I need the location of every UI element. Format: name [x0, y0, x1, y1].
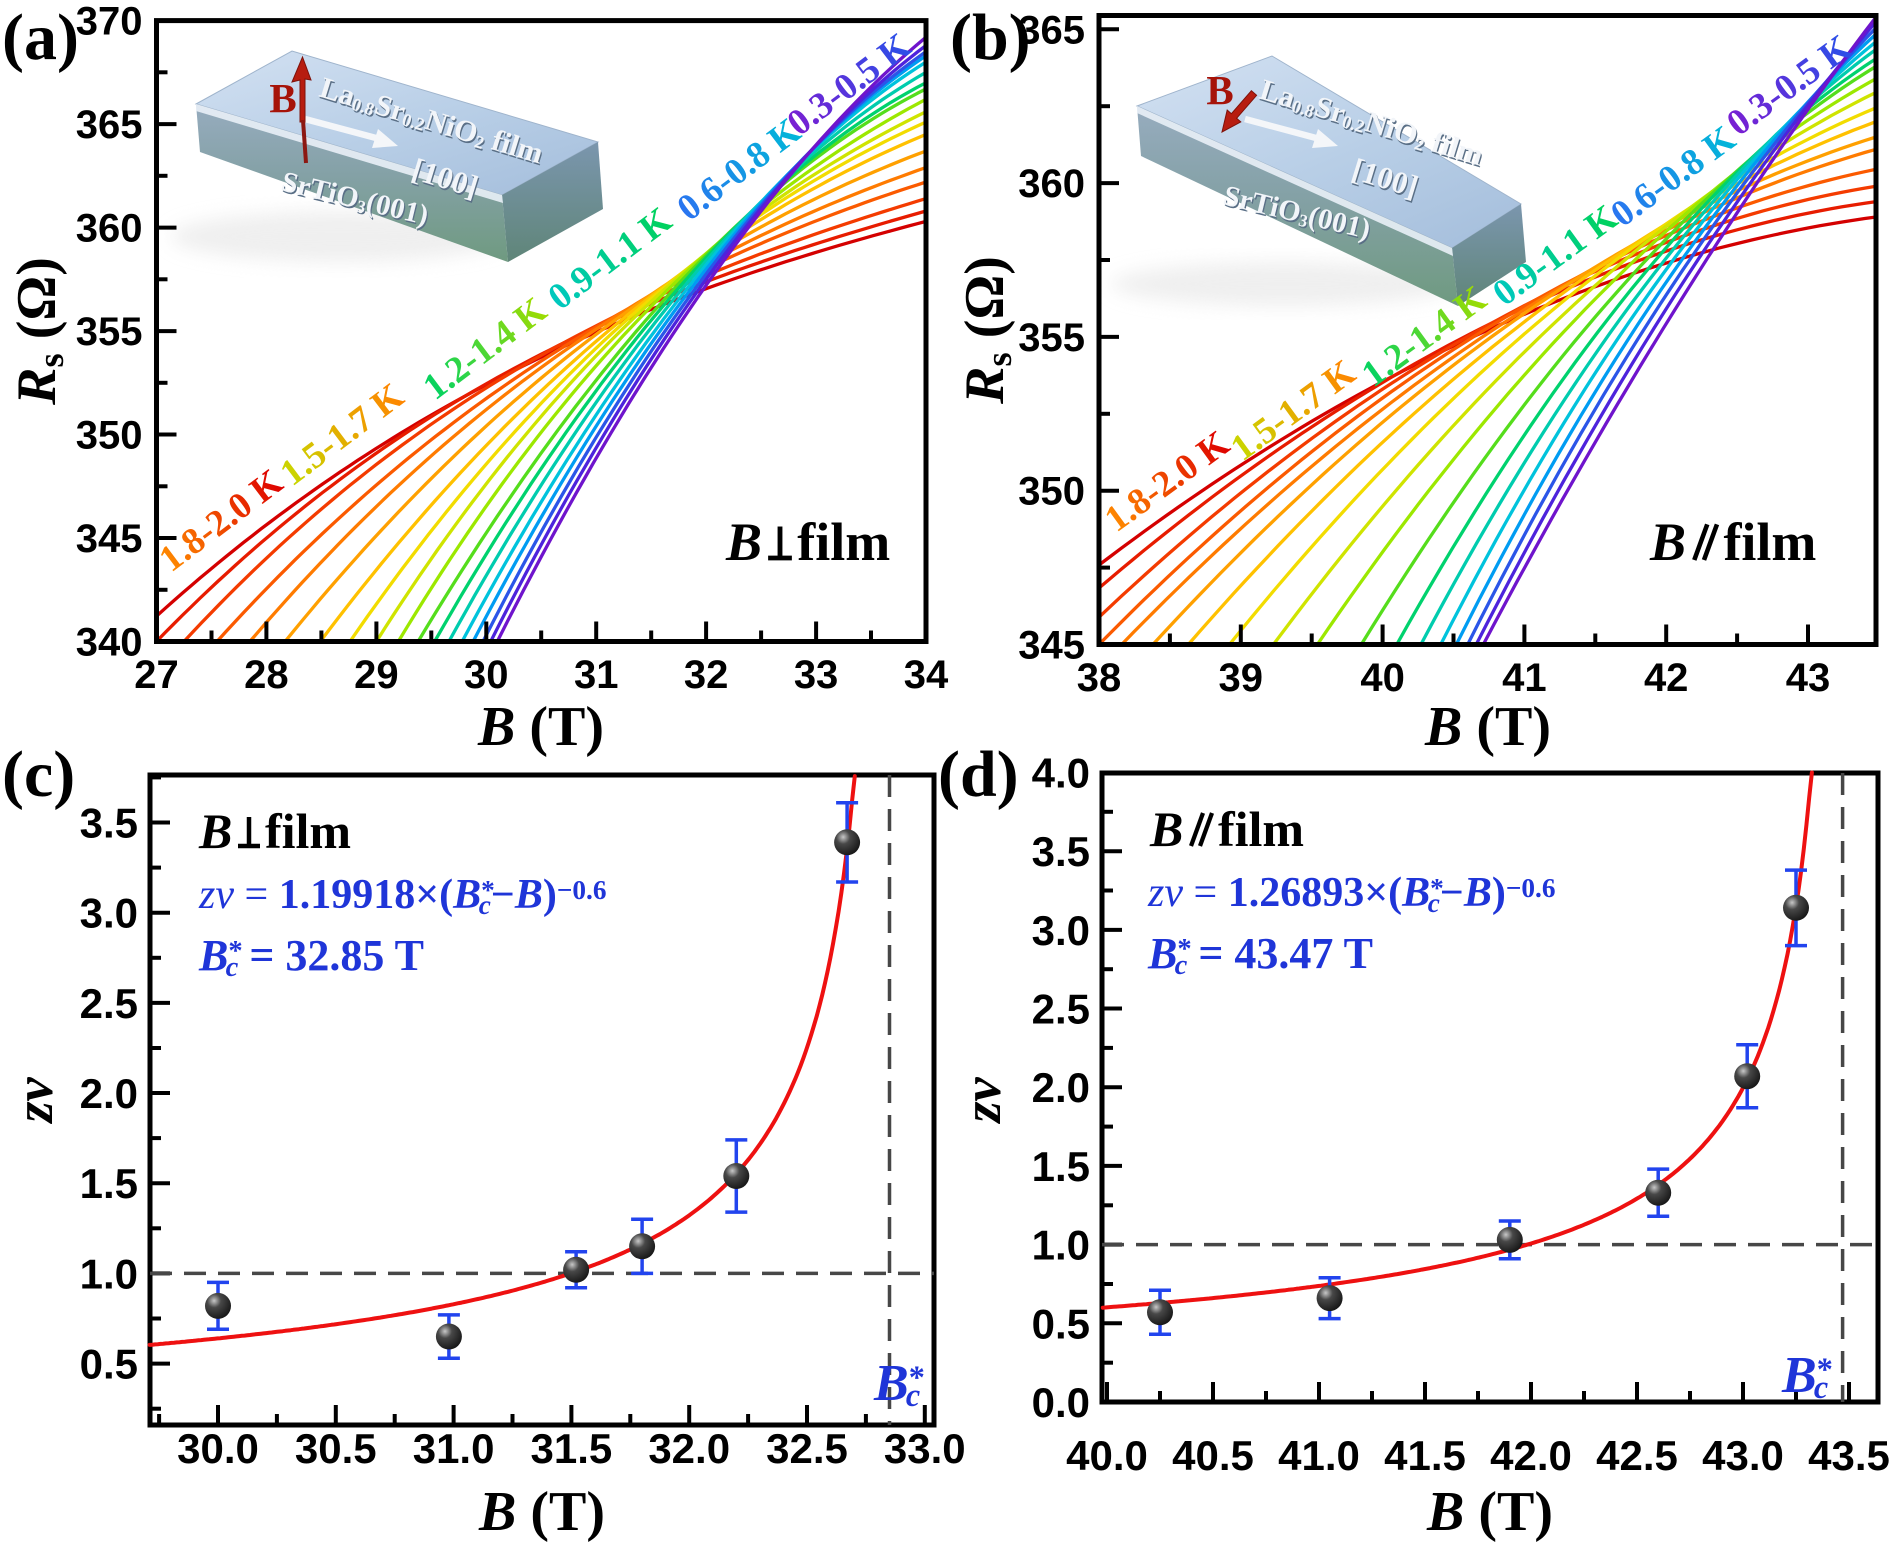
- svg-text:30: 30: [464, 653, 509, 697]
- svg-text:B*c: B* c: [1781, 1347, 1833, 1405]
- svg-text:34: 34: [904, 653, 949, 697]
- svg-text:41.0: 41.0: [1278, 1432, 1360, 1479]
- svg-text:4.0: 4.0: [1032, 749, 1090, 796]
- svg-text:zν: zν: [952, 1076, 1012, 1124]
- svg-text:1.0: 1.0: [80, 1250, 138, 1297]
- svg-text:360: 360: [1018, 162, 1085, 206]
- svg-text:1.0: 1.0: [1032, 1222, 1090, 1269]
- svg-text:345: 345: [1018, 624, 1085, 668]
- svg-text:Rs (Ω): Rs (Ω): [6, 257, 71, 406]
- svg-text:B: B: [1206, 67, 1233, 113]
- svg-text:31.0: 31.0: [413, 1425, 495, 1472]
- svg-text:3.0: 3.0: [80, 890, 138, 937]
- svg-text:32: 32: [684, 653, 729, 697]
- svg-text:29: 29: [354, 653, 399, 697]
- svg-text:39: 39: [1219, 656, 1264, 700]
- svg-text:32.0: 32.0: [648, 1425, 730, 1472]
- svg-text:1.5: 1.5: [1032, 1143, 1090, 1190]
- svg-text:32.5: 32.5: [766, 1425, 848, 1472]
- svg-text:3.5: 3.5: [80, 800, 138, 847]
- svg-text:365: 365: [76, 103, 143, 147]
- svg-text:2.0: 2.0: [80, 1070, 138, 1117]
- svg-text:3.0: 3.0: [1032, 907, 1090, 954]
- svg-text:zν: zν: [4, 1076, 64, 1124]
- svg-text:2.5: 2.5: [80, 980, 138, 1027]
- svg-text:345: 345: [76, 517, 143, 561]
- svg-text:2.0: 2.0: [1032, 1064, 1090, 1111]
- svg-text:(d): (d): [938, 738, 1019, 811]
- svg-text:30.5: 30.5: [295, 1425, 377, 1472]
- svg-text:355: 355: [1018, 316, 1085, 360]
- svg-text:40.5: 40.5: [1172, 1432, 1254, 1479]
- svg-text:30.0: 30.0: [177, 1425, 259, 1472]
- svg-text:film: film: [797, 512, 890, 572]
- svg-text:1.5: 1.5: [80, 1160, 138, 1207]
- svg-text:33: 33: [794, 653, 839, 697]
- svg-text:B*c = 43.47 T: B* c = 43.47 T: [1147, 929, 1373, 981]
- svg-text:43.0: 43.0: [1702, 1432, 1784, 1479]
- svg-text:31: 31: [574, 653, 619, 697]
- svg-text:B: B: [198, 803, 232, 859]
- svg-text:340: 340: [76, 621, 143, 665]
- svg-text:B (T): B (T): [1426, 1481, 1553, 1543]
- svg-text:film: film: [265, 803, 351, 859]
- svg-text:365: 365: [1018, 8, 1085, 52]
- svg-text:Rs (Ω): Rs (Ω): [954, 256, 1019, 405]
- svg-text:28: 28: [244, 653, 289, 697]
- svg-text:350: 350: [1018, 470, 1085, 514]
- svg-text:B*c = 32.85 T: B* c = 32.85 T: [198, 931, 424, 983]
- svg-text:2.5: 2.5: [1032, 986, 1090, 1033]
- svg-text:B: B: [725, 512, 762, 572]
- svg-text:film: film: [1218, 801, 1304, 857]
- svg-text:0.0: 0.0: [1032, 1379, 1090, 1426]
- svg-text:B (T): B (T): [1424, 696, 1551, 758]
- svg-text:(b): (b): [950, 1, 1031, 74]
- svg-text:(a): (a): [2, 1, 79, 74]
- svg-text:31.5: 31.5: [531, 1425, 613, 1472]
- svg-text:B (T): B (T): [478, 1481, 605, 1543]
- svg-text:370: 370: [76, 0, 143, 44]
- svg-text:B: B: [269, 75, 296, 121]
- svg-text:B*c: B* c: [873, 1355, 925, 1413]
- svg-text:38: 38: [1077, 656, 1122, 700]
- svg-text:42.5: 42.5: [1596, 1432, 1678, 1479]
- svg-text:40.0: 40.0: [1066, 1432, 1148, 1479]
- svg-text:B: B: [1149, 801, 1183, 857]
- svg-text:41.5: 41.5: [1384, 1432, 1466, 1479]
- svg-text:0.5: 0.5: [80, 1341, 138, 1388]
- svg-text:40: 40: [1360, 656, 1405, 700]
- svg-text:27: 27: [134, 653, 179, 697]
- svg-text:zν = 1.26893×(B*c−B)−0.6: zν = 1.26893×(B* c−B)−0.6: [1147, 870, 1556, 918]
- svg-text:film: film: [1723, 512, 1816, 572]
- svg-text:3.5: 3.5: [1032, 828, 1090, 875]
- svg-text:42.0: 42.0: [1490, 1432, 1572, 1479]
- svg-text:41: 41: [1502, 656, 1547, 700]
- svg-text:43: 43: [1786, 656, 1831, 700]
- svg-text:B (T): B (T): [477, 696, 604, 758]
- svg-text:zν = 1.19918×(B*c−B)−0.6: zν = 1.19918×(B* c−B)−0.6: [198, 872, 607, 920]
- svg-text:350: 350: [76, 414, 143, 458]
- svg-text:43.5: 43.5: [1808, 1432, 1889, 1479]
- svg-text:42: 42: [1644, 656, 1689, 700]
- svg-text:0.5: 0.5: [1032, 1300, 1090, 1347]
- svg-text:B: B: [1649, 512, 1686, 572]
- svg-text:355: 355: [76, 310, 143, 354]
- svg-text:33.0: 33.0: [884, 1425, 966, 1472]
- svg-text:360: 360: [76, 207, 143, 251]
- svg-text:(c): (c): [2, 738, 75, 811]
